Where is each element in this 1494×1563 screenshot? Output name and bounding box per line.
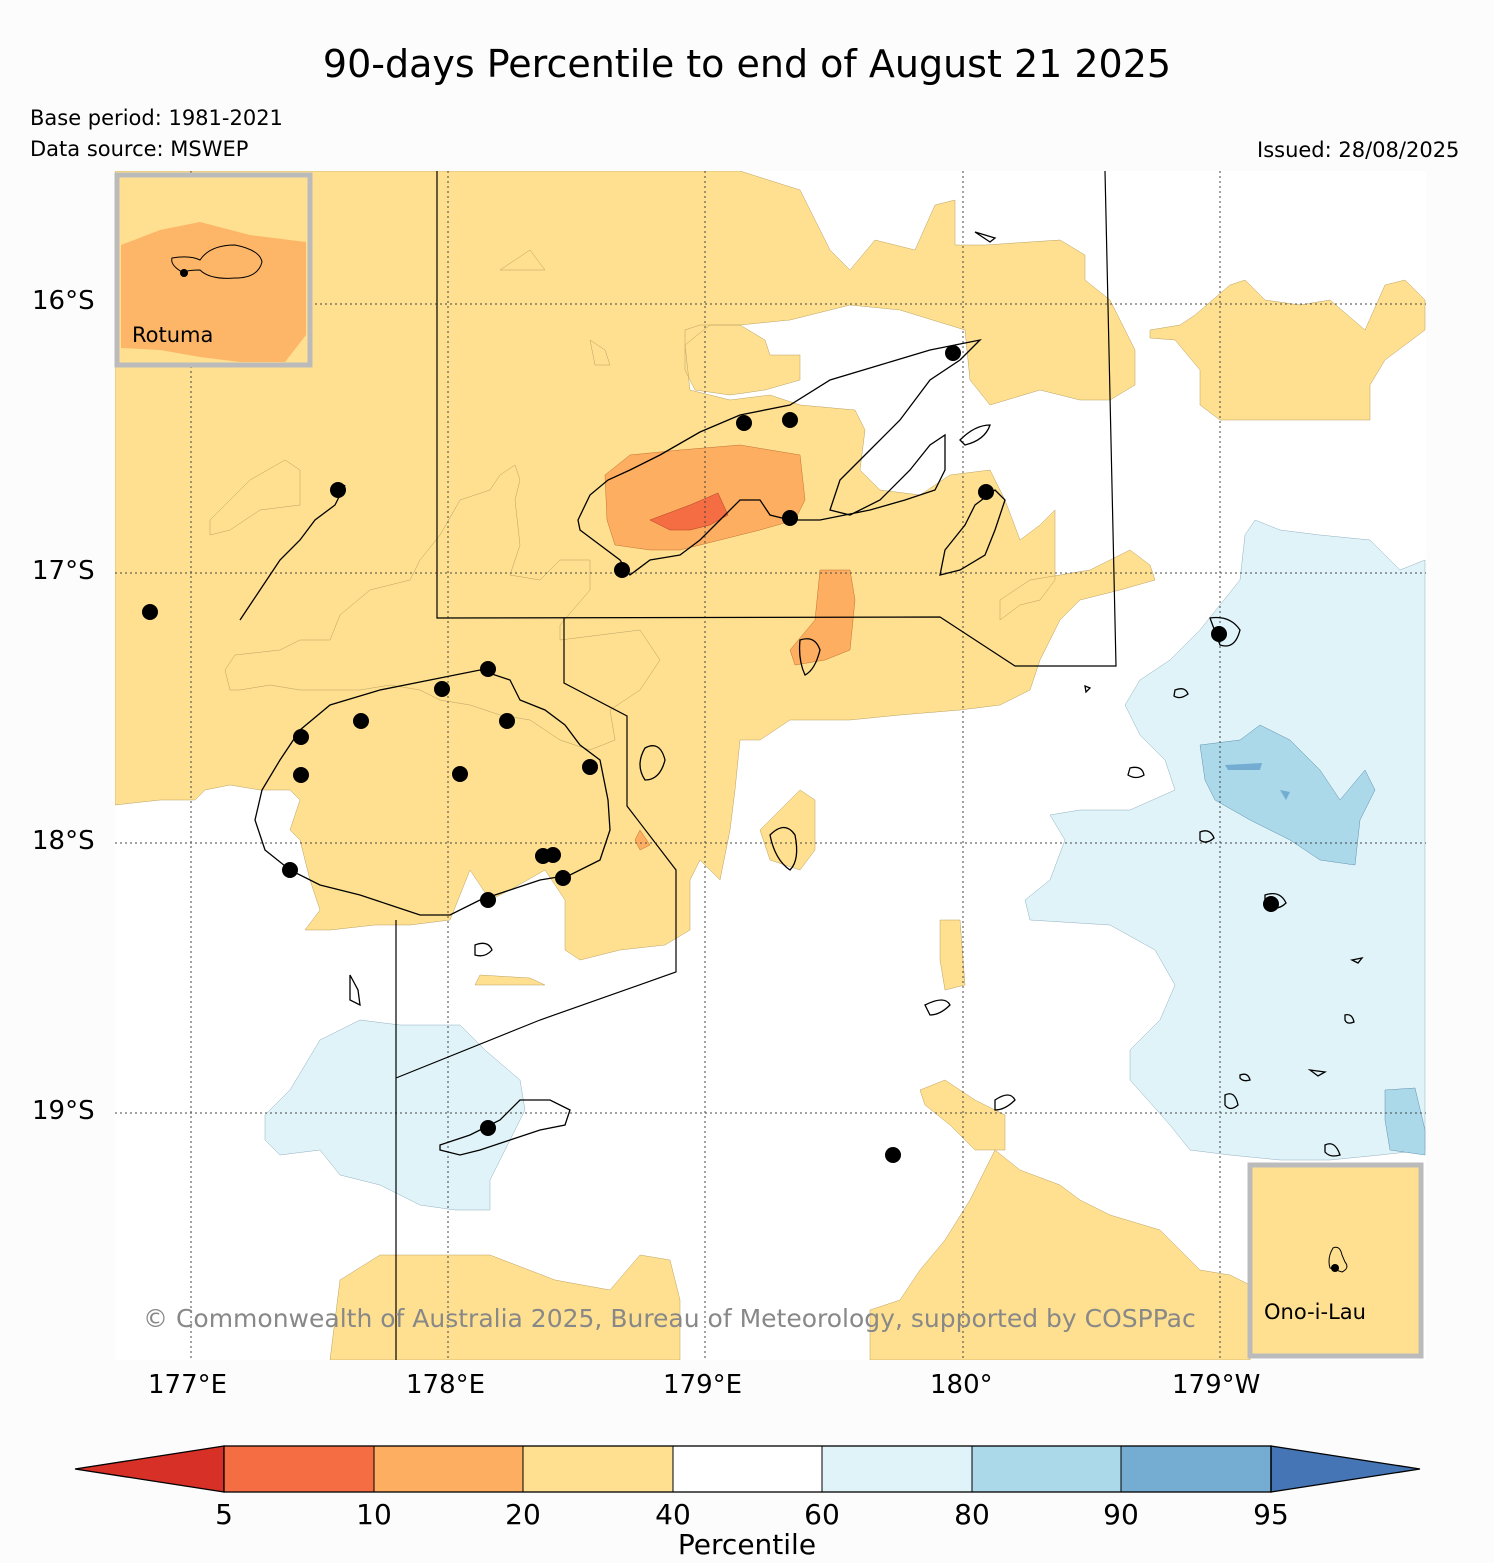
rotuma-inset [114, 172, 313, 368]
lon-label-178e: 178°E [406, 1370, 486, 1400]
viti-levu-outline [254, 669, 611, 916]
region-20-40-south [329, 789, 1251, 1360]
colorbar-tick-60: 60 [804, 1498, 840, 1531]
yasawa-outline [239, 484, 346, 621]
colorbar-tick-90: 90 [1103, 1498, 1139, 1531]
base-period: Base period: 1981-2021 [30, 106, 283, 130]
graticule [115, 171, 1426, 1360]
map-title: 90-days Percentile to end of August 21 2… [322, 42, 1172, 86]
colorbar [74, 1445, 1421, 1493]
colorbar-tick-95: 95 [1253, 1498, 1289, 1531]
copyright-notice: © Commonwealth of Australia 2025, Bureau… [143, 1304, 1196, 1333]
division-boundaries [395, 171, 1117, 1360]
rotuma-label: Rotuma [132, 323, 214, 347]
data-source: Data source: MSWEP [30, 137, 249, 161]
colorbar-tick-80: 80 [954, 1498, 990, 1531]
lon-label-179w: 179°W [1172, 1370, 1261, 1400]
lon-label-180: 180° [930, 1370, 993, 1400]
region-20-40-north [115, 171, 1156, 961]
colorbar-tick-10: 10 [356, 1498, 392, 1531]
colorbar-tick-5: 5 [215, 1498, 233, 1531]
lon-label-179e: 179°E [663, 1370, 743, 1400]
lat-label-18s: 18°S [32, 826, 95, 856]
ono-i-lau-inset [1247, 1162, 1424, 1359]
map-area [115, 171, 1426, 1360]
kadavu-outline [439, 1099, 571, 1156]
vanua-levu-outline [577, 338, 982, 576]
lat-label-16s: 16°S [32, 286, 95, 316]
ono-i-lau-label: Ono-i-Lau [1264, 1300, 1366, 1324]
lat-label-19s: 19°S [32, 1096, 95, 1126]
lon-label-177e: 177°E [148, 1370, 228, 1400]
lat-label-17s: 17°S [32, 556, 95, 586]
region-60-80-east [1024, 519, 1426, 1161]
taveuni-outline [939, 489, 1006, 576]
region-10-20 [604, 444, 856, 851]
issued-date: Issued: 28/08/2025 [1257, 138, 1460, 162]
region-20-40-east [1149, 279, 1426, 421]
region-90-95 [1225, 763, 1290, 800]
colorbar-tick-40: 40 [655, 1498, 691, 1531]
region-5-10 [649, 492, 729, 531]
island-outlines [239, 231, 1364, 1157]
region-60-80-south [264, 1019, 526, 1211]
station-markers [142, 345, 1279, 1163]
colorbar-title: Percentile [677, 1528, 817, 1561]
region-80-90 [1199, 724, 1426, 1156]
colorbar-tick-20: 20 [505, 1498, 541, 1531]
